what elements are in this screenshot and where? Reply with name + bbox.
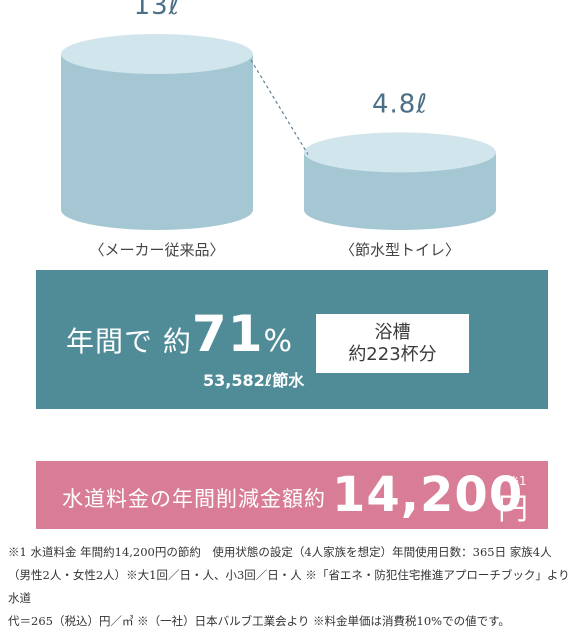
annual-saving-label: 水道料金の年間削減金額約 (62, 487, 326, 511)
cylinder-bar-0 (61, 34, 253, 230)
annual-saving-bar: 水道料金の年間削減金額約 14,200 円 ※1 (36, 461, 548, 529)
bathtub-line1: 浴槽 (374, 321, 411, 343)
bathtub-equivalent-box: 浴槽 約223杯分 (316, 314, 469, 373)
footnote-line-3: 代＝265（税込）円／㎥ ※（一社）日本バルブ工業会より ※料金単価は消費税10… (8, 614, 510, 628)
annual-saving-amount: 14,200 (332, 467, 524, 523)
cylinder-chart: 13ℓ 〈メーカー従来品〉 4.8ℓ 〈節水型トイレ〉 (61, 0, 496, 259)
cylinder-top-0 (61, 34, 253, 74)
footnote-line-2: （男性2人・女性2人）※大1回／日・人、小3回／日・人 ※「省エネ・防犯住宅推進… (8, 568, 570, 605)
category-label-0: 〈メーカー従来品〉 (89, 241, 224, 259)
cylinder-bar-1 (304, 132, 496, 230)
savings-headline: 年間で 約71% (66, 305, 292, 363)
cylinder-body-1 (304, 152, 496, 230)
savings-percent: 71 (191, 305, 264, 363)
value-label-0: 13ℓ (134, 0, 181, 21)
footnote-line-1: ※1 水道料金 年間約14,200円の節約 使用状態の設定（4人家族を想定）年間… (8, 545, 552, 559)
category-label-1: 〈節水型トイレ〉 (340, 241, 460, 259)
connector-line (250, 59, 309, 155)
cylinder-body-0 (61, 54, 253, 230)
cylinder-top-1 (304, 132, 496, 173)
savings-panel: 年間で 約71% 53,582ℓ節水 浴槽 約223杯分 (36, 270, 548, 409)
annual-saving-currency: 円 (498, 492, 528, 527)
savings-percent-unit: % (263, 324, 293, 359)
value-label-1: 4.8ℓ (372, 89, 428, 119)
savings-liters: 53,582ℓ節水 (203, 371, 305, 390)
savings-prefix: 年間で 約 (66, 325, 192, 358)
footnote: ※1 水道料金 年間約14,200円の節約 使用状態の設定（4人家族を想定）年間… (8, 541, 580, 633)
bathtub-line2: 約223杯分 (348, 343, 437, 365)
annual-saving-note-mark: ※1 (509, 474, 527, 488)
